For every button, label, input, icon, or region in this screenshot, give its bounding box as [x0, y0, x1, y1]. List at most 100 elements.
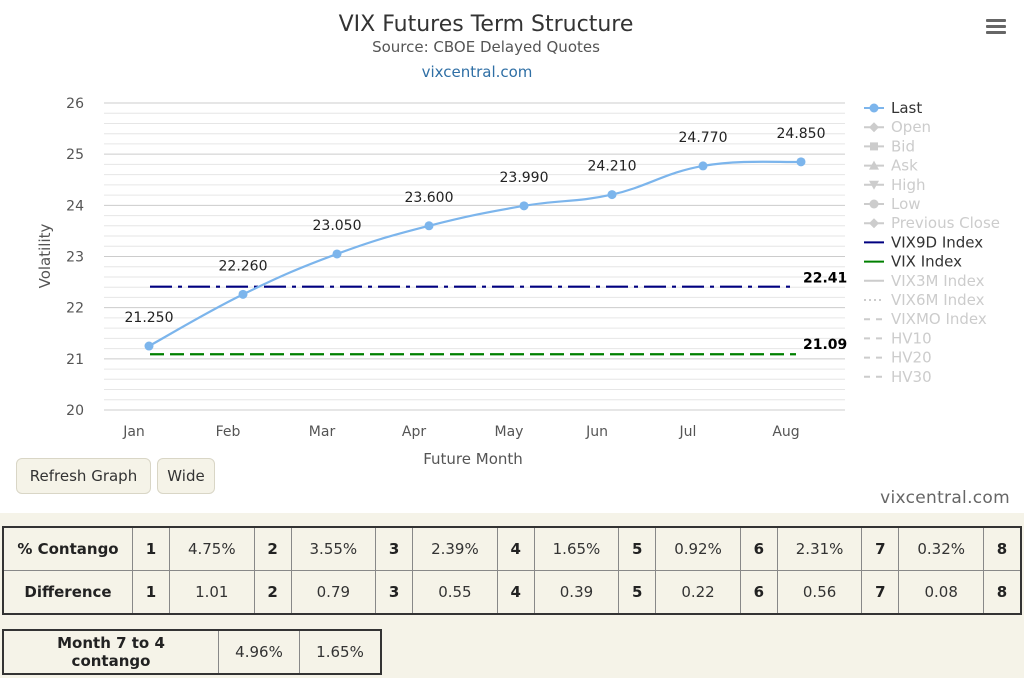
last-data-point[interactable] [796, 157, 806, 167]
table-cell: 1.01 [169, 570, 255, 615]
month-number-cell: 5 [618, 570, 657, 615]
legend-marker[interactable] [869, 103, 879, 113]
legend-item[interactable]: VIX6M Index [891, 291, 985, 309]
table-cell: 2.39% [412, 526, 498, 571]
y-tick-label: 20 [66, 403, 84, 419]
table-cell: 0.32% [898, 526, 984, 571]
last-data-point[interactable] [238, 289, 248, 299]
vix-index-label: 21.09 [803, 337, 847, 353]
table-cell: 3.55% [290, 526, 377, 571]
table-cell: 0.08 [898, 570, 984, 615]
month-number-cell: 2 [253, 570, 292, 615]
y-tick-label: 22 [66, 301, 84, 317]
table-cell: 0.55 [412, 570, 498, 615]
y-axis-title: Volatility [36, 223, 54, 288]
x-tick-label: May [495, 424, 524, 440]
month-number-cell: 8 [983, 570, 1022, 615]
table-row: Difference 1 1.01 2 0.79 3 0.55 4 0.39 5 0.22 6 0.56… [2, 570, 1022, 615]
footer-credit[interactable]: vixcentral.com [880, 488, 1010, 508]
legend-item[interactable]: Bid [891, 137, 915, 155]
legend-item[interactable]: HV30 [891, 368, 932, 386]
last-data-point[interactable] [607, 190, 617, 200]
chart-title: VIX Futures Term Structure [339, 12, 634, 37]
last-data-label: 24.850 [777, 126, 826, 142]
table-cell: 2.31% [776, 526, 863, 571]
legend-item[interactable]: VIX9D Index [891, 233, 983, 251]
month-number-cell: 1 [132, 526, 170, 571]
last-data-label: 23.050 [313, 218, 362, 234]
last-data-point[interactable] [424, 221, 434, 231]
month-number-cell: 2 [253, 526, 292, 571]
month-7-to-4-table: Month 7 to 4 contango 4.96% 1.65% [2, 629, 382, 675]
legend-item[interactable]: VIX3M Index [891, 272, 985, 290]
month-number-cell: 6 [739, 526, 778, 571]
last-data-label: 24.210 [588, 159, 637, 175]
y-tick-label: 24 [66, 198, 84, 214]
x-tick-label: Mar [309, 424, 336, 440]
last-data-point[interactable] [519, 201, 529, 211]
legend-item[interactable]: Previous Close [891, 214, 1000, 232]
month-number-cell: 3 [375, 570, 414, 615]
chart-subtitle: Source: CBOE Delayed Quotes [372, 38, 600, 56]
month-number-cell: 7 [861, 570, 900, 615]
legend-item[interactable]: Low [891, 195, 921, 213]
table-row: % Contango 1 4.75% 2 3.55% 3 2.39% 4 1.65% 5 0.92%… [2, 526, 1022, 571]
last-data-label: 24.770 [679, 130, 728, 146]
row-header: % Contango [2, 526, 133, 571]
table-cell: 0.56 [776, 570, 863, 615]
last-data-label: 23.990 [500, 170, 549, 186]
month-number-cell: 4 [496, 526, 535, 571]
legend-marker[interactable] [869, 199, 879, 209]
legend-item[interactable]: High [891, 176, 925, 194]
last-data-point[interactable] [698, 161, 708, 171]
last-data-label: 22.260 [219, 258, 268, 274]
table-cell: 0.22 [655, 570, 741, 615]
x-tick-label: Aug [772, 424, 799, 440]
table-cell: 4.96% [218, 629, 300, 675]
month-number-cell: 6 [739, 570, 778, 615]
legend-item[interactable]: Ask [891, 157, 918, 175]
y-tick-label: 26 [66, 96, 84, 112]
table-cell: 0.92% [655, 526, 741, 571]
hamburger-menu-icon[interactable] [986, 19, 1006, 35]
wide-button[interactable]: Wide [157, 458, 215, 494]
month-number-cell: 3 [375, 526, 414, 571]
legend-marker[interactable] [870, 142, 878, 151]
last-data-point[interactable] [144, 341, 154, 351]
table-cell: 0.39 [533, 570, 620, 615]
legend-item[interactable]: Last [891, 99, 922, 117]
refresh-graph-button[interactable]: Refresh Graph [16, 458, 151, 494]
chart-panel: VIX Futures Term Structure Source: CBOE D… [0, 0, 1024, 513]
legend-marker[interactable] [869, 180, 879, 190]
month-number-cell: 1 [132, 570, 170, 615]
month-number-cell: 5 [618, 526, 657, 571]
x-tick-label: Jul [679, 424, 697, 440]
row-header: Month 7 to 4 contango [2, 629, 219, 675]
source-link[interactable]: vixcentral.com [422, 63, 533, 81]
contango-table: % Contango 1 4.75% 2 3.55% 3 2.39% 4 1.65% 5 0.92%… [2, 526, 1022, 615]
last-data-label: 21.250 [125, 310, 174, 326]
x-tick-label: Jan [122, 424, 145, 440]
table-cell: 0.79 [290, 570, 377, 615]
legend-item[interactable]: VIX Index [891, 253, 962, 271]
table-cell: 1.65% [299, 629, 382, 675]
table-cell: 4.75% [169, 526, 255, 571]
row-header: Difference [2, 570, 133, 615]
table-cell: 1.65% [533, 526, 620, 571]
y-tick-label: 23 [66, 250, 84, 266]
legend-item[interactable]: VIXMO Index [891, 310, 987, 328]
legend-item[interactable]: HV10 [891, 329, 932, 347]
legend-marker[interactable] [869, 160, 879, 170]
last-data-point[interactable] [332, 249, 342, 259]
x-tick-label: Jun [585, 424, 608, 440]
legend-item[interactable]: HV20 [891, 349, 932, 367]
table-row: Month 7 to 4 contango 4.96% 1.65% [2, 629, 382, 675]
x-tick-label: Apr [402, 424, 426, 440]
x-axis-title: Future Month [423, 450, 523, 468]
legend-marker[interactable] [869, 122, 879, 133]
month-number-cell: 7 [861, 526, 900, 571]
legend-marker[interactable] [869, 218, 879, 229]
legend-item[interactable]: Open [891, 118, 931, 136]
y-tick-label: 21 [66, 352, 84, 368]
